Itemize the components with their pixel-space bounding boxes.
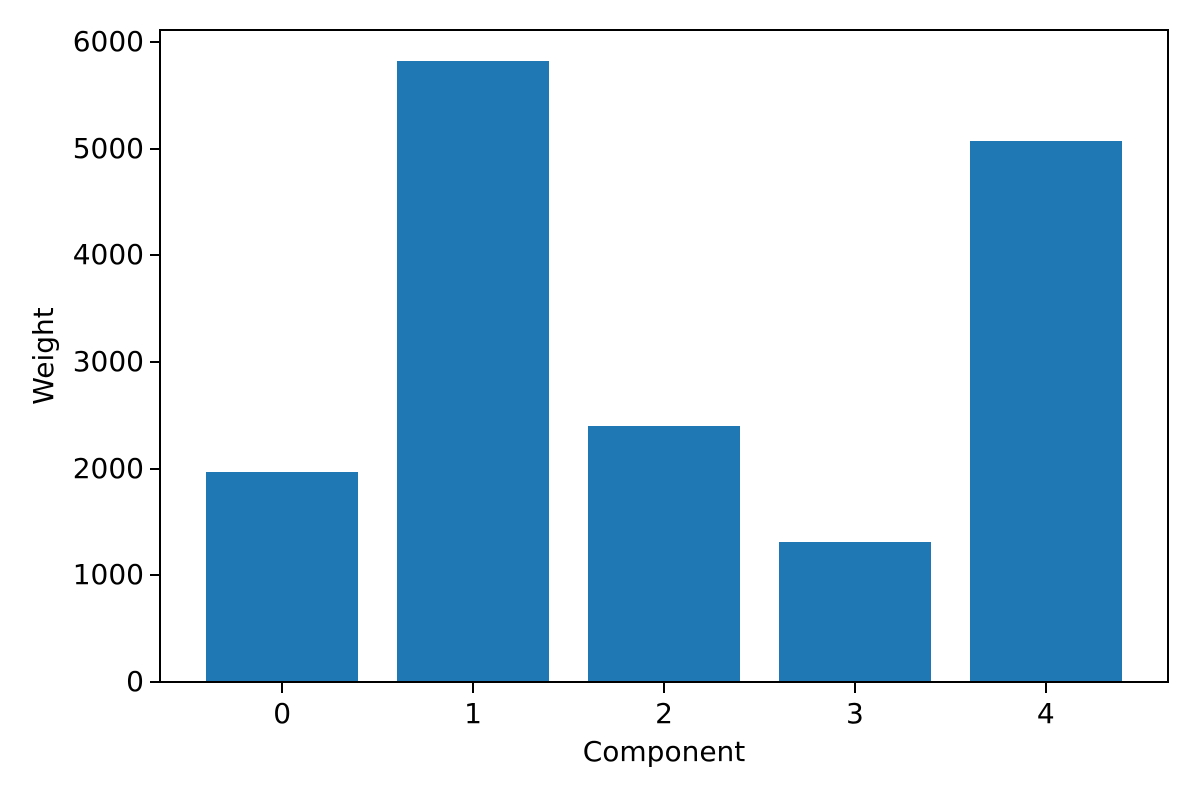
- x-tick-mark-0: [281, 683, 284, 693]
- bar-component-1: [396, 61, 550, 681]
- y-tick-mark-1000: [150, 574, 160, 577]
- x-tick-mark-2: [663, 683, 665, 693]
- y-tick-mark-6000: [150, 40, 160, 43]
- x-tick-label-0: 0: [273, 697, 292, 730]
- y-tick-mark-3000: [150, 360, 160, 363]
- x-tick-label-4: 4: [1036, 697, 1055, 730]
- x-tick-mark-3: [853, 683, 856, 693]
- y-tick-label-2000: 2000: [72, 451, 144, 485]
- y-tick-label-6000: 6000: [72, 24, 144, 58]
- x-axis-label: Component: [582, 735, 746, 768]
- y-tick-label-0: 0: [126, 665, 144, 698]
- x-tick-label-1: 1: [464, 697, 483, 730]
- y-axis-label: Weight: [27, 307, 60, 405]
- y-tick-label-3000: 3000: [72, 344, 144, 378]
- bar-component-3: [778, 542, 932, 681]
- y-tick-label-4000: 4000: [72, 238, 144, 272]
- y-tick-label-5000: 5000: [72, 131, 144, 165]
- x-tick-mark-1: [472, 683, 475, 693]
- y-tick-mark-4000: [150, 254, 160, 257]
- x-tick-label-2: 2: [655, 697, 673, 730]
- y-tick-mark-5000: [150, 147, 160, 150]
- y-tick-mark-2000: [150, 467, 160, 470]
- y-tick-mark-0: [150, 681, 160, 683]
- x-tick-mark-4: [1044, 683, 1047, 693]
- bar-component-2: [587, 425, 741, 681]
- y-tick-label-1000: 1000: [72, 558, 144, 592]
- bar-component-4: [969, 141, 1123, 681]
- x-tick-label-3: 3: [845, 697, 864, 730]
- bar-component-0: [205, 471, 359, 681]
